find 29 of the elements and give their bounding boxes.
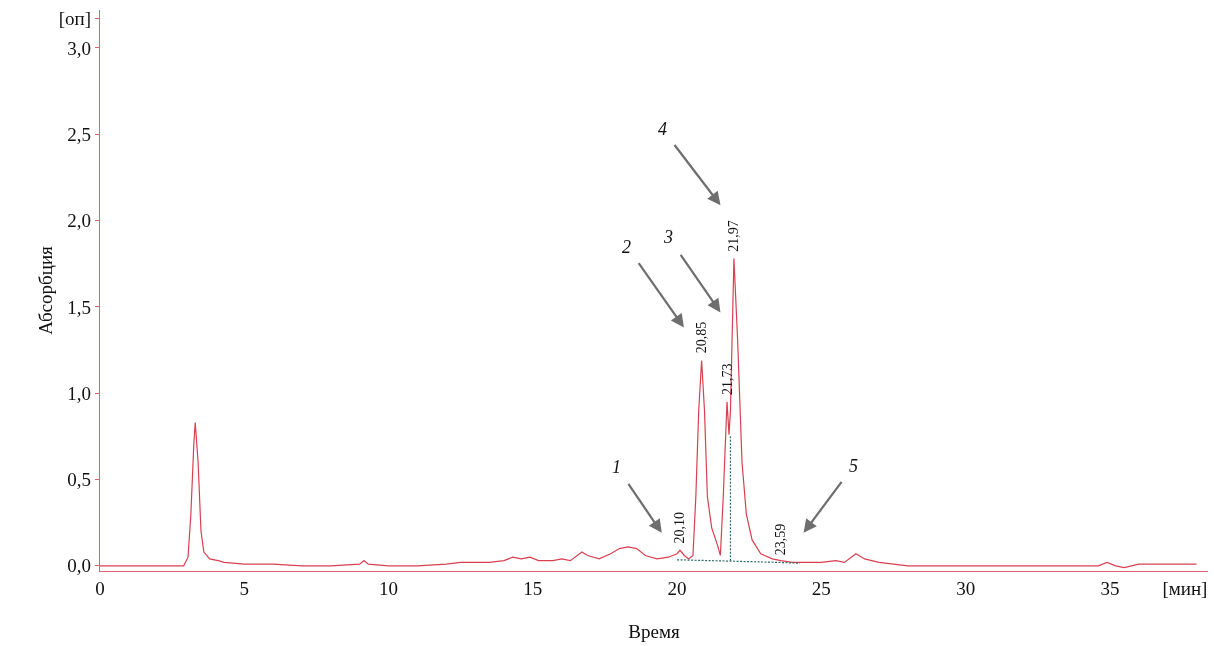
x-tick-label: 35 — [1100, 577, 1120, 599]
annotation: 21,73 — [719, 363, 735, 396]
x-tick-label: 30 — [956, 577, 976, 599]
annotation: 20,85 — [693, 321, 709, 354]
y-tick-label: [оп] — [58, 8, 92, 30]
annotation: 21,97 — [726, 220, 742, 252]
y-tick-label: 2,0 — [67, 210, 92, 232]
y-axis-title: Абсорбция — [34, 245, 56, 335]
x-tick-label: 15 — [523, 577, 543, 599]
x-axis-title: Время — [628, 621, 680, 643]
y-tick-label: 1,0 — [67, 382, 92, 404]
annotation: 2 — [622, 237, 631, 257]
annotation: 23,59 — [773, 523, 789, 556]
annotation: 20,10 — [672, 512, 688, 544]
x-tick-label: 0 — [95, 577, 105, 599]
annotation: 1 — [612, 457, 621, 477]
x-tick-label: 10 — [379, 577, 399, 599]
y-tick-label: 0,0 — [67, 555, 92, 577]
y-tick-label: 1,5 — [67, 296, 92, 318]
x-tick-label: 20 — [667, 577, 687, 599]
annotation: 4 — [658, 119, 667, 139]
x-tick-label: [мин] — [1162, 577, 1208, 599]
y-tick-label: 2,5 — [67, 123, 92, 145]
x-tick-label: 5 — [239, 577, 250, 599]
annotation: 5 — [849, 456, 858, 476]
annotation: 3 — [663, 227, 673, 247]
y-tick-label: 0,5 — [67, 469, 92, 491]
x-tick-label: 25 — [811, 577, 831, 599]
y-tick-label: 3,0 — [67, 37, 92, 59]
